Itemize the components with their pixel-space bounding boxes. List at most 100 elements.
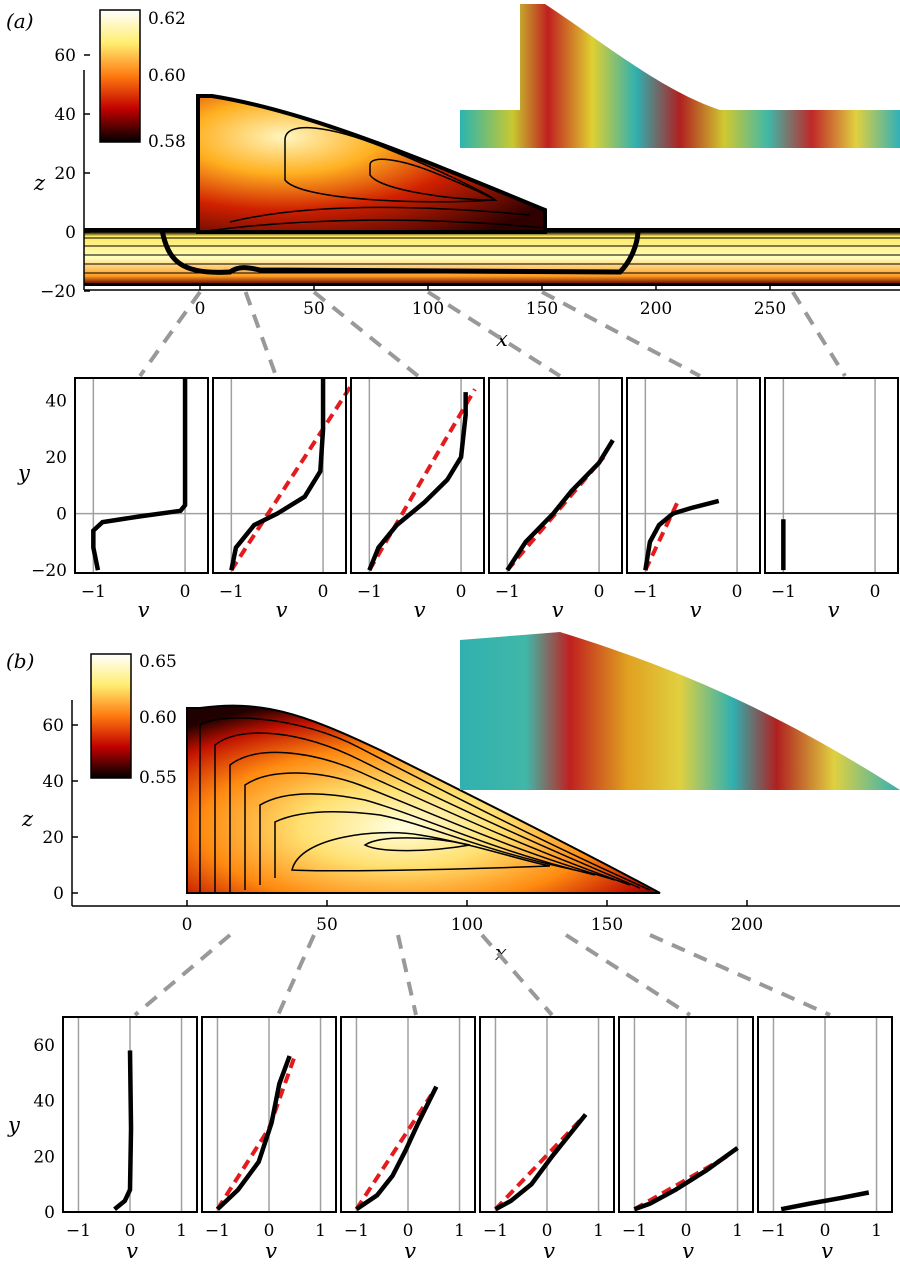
x-tick-label: 0 [195,299,206,319]
velocity-profile [229,378,326,571]
z-tick-label: 60 [42,716,64,736]
velocity-profile [643,498,720,571]
v-tick-label: 0 [681,1221,692,1241]
v-tick-label: 0 [542,1221,553,1241]
v-tick-label: −1 [66,1221,91,1241]
panel-a-connectors [138,290,847,378]
v-tick-label: −1 [219,582,244,602]
connector-line [133,933,232,1017]
connector-line [312,290,420,378]
profile-plot: −1 0 1 [201,1016,337,1241]
v-tick-label: −1 [344,1221,369,1241]
profile-plot: −1 0 [212,377,353,602]
v-tick-label: 1 [871,1221,882,1241]
v-tick-label: 0 [820,1221,831,1241]
velocity-profile [494,1113,588,1212]
y-tick-label: 40 [45,392,67,412]
connector-line [426,290,562,378]
panel-b-profiles: −1 0 1 60 40 20 0 −1 0 1 −1 0 1 −1 0 1 −1 0 1 −1 0 1 [33,1016,893,1241]
v-axis-label: v [265,1239,277,1263]
panel-b-main-axes [71,700,900,907]
panel-a-main-axes [83,70,900,291]
v-axis-label: v [126,1239,138,1263]
v-axis-label: v [821,1239,833,1263]
v-tick-label: 1 [732,1221,743,1241]
z-tick-label: −20 [40,282,76,302]
velocity-profile [355,1085,439,1212]
profile-plot: −1 0 40 20 0 −20 [31,377,209,602]
y-tick-label: −20 [31,561,67,581]
panel-b-z-label: z [21,807,34,831]
v-tick-label: −1 [81,582,106,602]
z-tick-label: 20 [54,164,76,184]
profile-plot: −1 0 [626,377,761,602]
v-tick-label: 1 [315,1221,326,1241]
panel-b-z-ticks: 60 40 20 0 [42,716,78,904]
panel-b-x-ticks: 0 50 100 150 200 [182,900,763,935]
colorbar-b-mid: 0.60 [139,708,177,728]
z-tick-label: 40 [42,772,64,792]
panel-a-bed [84,232,900,284]
x-tick-label: 100 [412,299,444,319]
panel-b-connectors [133,933,831,1017]
v-axis-label: v [552,598,564,622]
colorbar-b [90,653,132,779]
velocity-profile [215,1055,292,1211]
profile-plot: −1 0 1 [618,1016,754,1241]
v-tick-label: −1 [205,1221,230,1241]
z-tick-label: 20 [42,828,64,848]
z-tick-label: 60 [54,46,76,66]
profile-plot: −1 0 [488,377,623,602]
v-axis-label: v [276,598,288,622]
velocity-profile [633,1146,739,1212]
profile-plot: −1 0 1 [479,1016,615,1241]
v-tick-label: 0 [264,1221,275,1241]
v-axis-label: v [414,598,426,622]
v-tick-label: 0 [125,1221,136,1241]
v-tick-label: 0 [318,582,329,602]
fit-line [643,501,680,572]
v-tick-label: 0 [870,582,881,602]
v-tick-label: 0 [732,582,743,602]
profile-plot: −1 0 1 [340,1016,476,1241]
v-axis-label: v [828,598,840,622]
v-axis-label: v [138,598,150,622]
velocity-profile [91,378,188,571]
z-tick-label: 0 [53,884,64,904]
v-tick-label: −1 [633,582,658,602]
fit-line [354,1093,433,1211]
connector-line [276,934,316,1016]
x-tick-label: 100 [451,915,483,935]
panel-a-particle-inset [460,4,900,148]
velocity-profile [505,439,615,572]
x-tick-label: 200 [640,299,672,319]
v-tick-label: −1 [495,582,520,602]
panel-b-particle-inset [460,632,900,790]
panel-a-profiles-y-label: y [17,461,31,485]
v-tick-label: −1 [761,1221,786,1241]
v-axis-label: v [543,1239,555,1263]
colorbar-b-max: 0.65 [139,652,177,672]
panel-a-profiles: −1 0 40 20 0 −20 −1 0 −1 0 −1 0 −1 0 −1 0 [31,377,899,602]
colorbar-a-max: 0.62 [148,9,186,29]
x-tick-label: 150 [526,299,558,319]
y-tick-label: 40 [33,1092,55,1112]
colorbar-a-mid: 0.60 [148,66,186,86]
z-tick-label: 40 [54,105,76,125]
y-tick-label: 20 [33,1147,55,1167]
z-tick-label: 0 [65,223,76,243]
y-tick-label: 0 [44,1203,55,1223]
connector-line [480,933,554,1017]
panel-b-profiles-y-label: y [7,1113,21,1137]
velocity-profile [113,1050,134,1211]
profile-plot: −1 0 1 [757,1016,893,1241]
fit-line [229,385,353,572]
connector-line [564,933,692,1017]
velocity-profile [780,1190,870,1212]
x-tick-label: 200 [731,915,763,935]
x-tick-label: 250 [754,299,786,319]
y-tick-label: 20 [45,448,67,468]
